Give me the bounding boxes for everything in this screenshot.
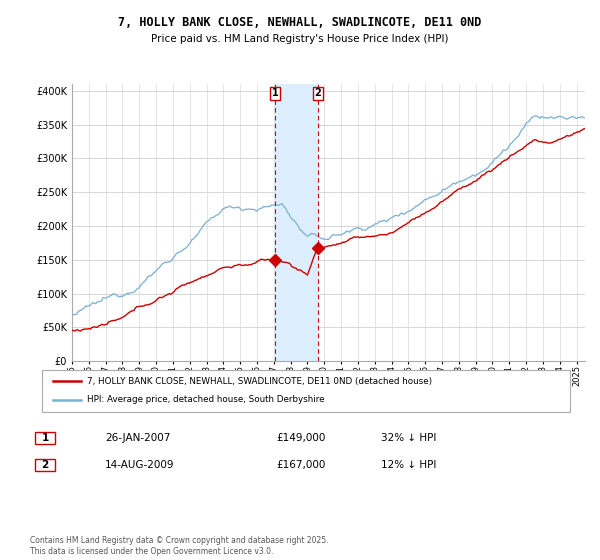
Text: 2: 2	[41, 460, 49, 470]
Text: 14-AUG-2009: 14-AUG-2009	[105, 460, 175, 470]
Text: 2: 2	[314, 88, 321, 98]
Bar	[275, 84, 318, 361]
Text: £167,000: £167,000	[276, 460, 325, 470]
Text: Contains HM Land Registry data © Crown copyright and database right 2025.
This d: Contains HM Land Registry data © Crown c…	[30, 536, 329, 556]
Text: 7, HOLLY BANK CLOSE, NEWHALL, SWADLINCOTE, DE11 0ND: 7, HOLLY BANK CLOSE, NEWHALL, SWADLINCOT…	[118, 16, 482, 29]
Text: 26-JAN-2007: 26-JAN-2007	[105, 433, 170, 443]
Text: Price paid vs. HM Land Registry's House Price Index (HPI): Price paid vs. HM Land Registry's House …	[151, 34, 449, 44]
Text: 12% ↓ HPI: 12% ↓ HPI	[381, 460, 436, 470]
Text: 7, HOLLY BANK CLOSE, NEWHALL, SWADLINCOTE, DE11 0ND (detached house): 7, HOLLY BANK CLOSE, NEWHALL, SWADLINCOT…	[87, 377, 432, 386]
Text: 32% ↓ HPI: 32% ↓ HPI	[381, 433, 436, 443]
Text: 1: 1	[272, 88, 278, 98]
Text: HPI: Average price, detached house, South Derbyshire: HPI: Average price, detached house, Sout…	[87, 395, 325, 404]
Text: 1: 1	[41, 433, 49, 443]
Text: £149,000: £149,000	[276, 433, 325, 443]
